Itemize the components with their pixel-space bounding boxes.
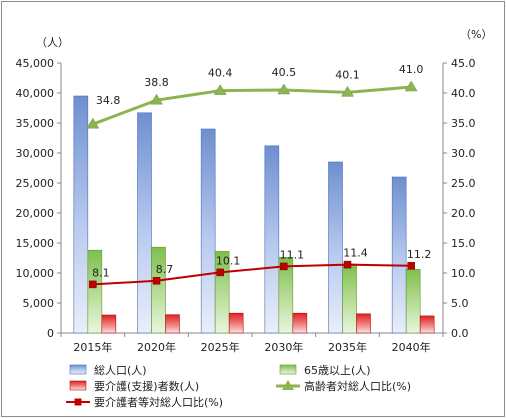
right-tick-label: 30.0: [451, 147, 476, 160]
line-marker: [86, 117, 100, 129]
bar-series-0: [137, 112, 152, 334]
line-series-0: [92, 85, 412, 126]
bar-series-2: [101, 314, 117, 334]
bar-series-2: [356, 313, 371, 334]
left-tick-label: 10,000: [16, 267, 55, 280]
data-label: 8.1: [92, 266, 110, 279]
right-tick-label: 35.0: [451, 117, 476, 130]
line-marker: [213, 84, 227, 95]
x-tick-label: 2020年: [137, 340, 176, 354]
left-tick-label: 15,000: [16, 237, 55, 250]
right-tick-label: 40.0: [451, 87, 476, 100]
data-label: 40.5: [272, 66, 297, 79]
legend-label: 要介護者等対総人口比(%): [94, 395, 223, 409]
line-marker: [152, 277, 161, 285]
legend-label: 総人口(人): [94, 363, 147, 377]
left-tick-label: 5,000: [23, 297, 55, 310]
x-tick-label: 2025年: [201, 340, 240, 354]
bar-series-2: [228, 312, 244, 334]
data-label: 11.2: [407, 248, 432, 261]
right-tick-label: 5.0: [451, 297, 469, 310]
bar-series-0: [391, 176, 407, 334]
legend-marker: [74, 398, 82, 406]
bar-series-1: [151, 246, 166, 334]
data-label: 10.1: [216, 254, 241, 267]
right-tick-label: 45.0: [451, 57, 476, 70]
left-tick-label: 0: [47, 327, 54, 340]
data-label: 41.0: [399, 63, 424, 76]
data-label: 40.4: [208, 67, 233, 80]
data-label: 40.1: [335, 68, 360, 81]
data-label: 11.4: [343, 247, 368, 260]
line-marker: [407, 262, 415, 270]
x-tick-label: 2040年: [392, 340, 431, 354]
line-marker: [341, 85, 354, 97]
x-tick-label: 2030年: [264, 340, 303, 354]
bar-series-1: [342, 263, 357, 334]
line-marker: [150, 93, 163, 105]
line-series-1: [92, 263, 412, 286]
left-tick-label: 35,000: [16, 117, 55, 130]
legend-label: 要介護(支援)者数(人): [94, 379, 199, 393]
data-label: 8.7: [156, 263, 174, 276]
bar-series-1: [87, 249, 103, 334]
legend-swatch: [69, 380, 87, 391]
line-marker: [216, 268, 224, 277]
data-label: 34.8: [96, 94, 121, 107]
left-tick-label: 25,000: [16, 177, 55, 190]
right-tick-label: 15.0: [451, 237, 476, 250]
bar-series-0: [200, 128, 216, 334]
right-tick-label: 10.0: [451, 267, 476, 280]
line-marker: [280, 262, 288, 271]
legend-label: 65歳以上(人): [304, 364, 371, 377]
x-tick-label: 2035年: [328, 340, 367, 354]
right-tick-label: 25.0: [451, 177, 476, 190]
line-marker: [89, 280, 97, 289]
legend-swatch: [279, 364, 297, 375]
legend: 総人口(人) 65歳以上(人) 要介護(支援)者数(人) 高齢者対総人口比(%) 要介護…: [66, 363, 411, 409]
bar-series-0: [328, 161, 343, 334]
bar-series-2: [292, 312, 308, 334]
left-axis-unit: （人）: [36, 36, 69, 49]
data-label: 38.8: [144, 76, 169, 89]
legend-marker: [282, 380, 294, 390]
right-tick-label: 20.0: [451, 207, 476, 220]
right-axis-unit: （%）: [460, 28, 492, 41]
line-marker: [343, 260, 352, 269]
data-label: 11.1: [280, 248, 305, 261]
legend-label: 高齢者対総人口比(%): [304, 379, 411, 393]
right-tick-label: 0.0: [451, 327, 469, 340]
line-marker: [277, 83, 291, 95]
left-tick-label: 40,000: [16, 87, 55, 100]
bar-series-0: [73, 95, 89, 334]
bar-series-2: [419, 315, 435, 334]
bar-series-2: [165, 314, 180, 334]
bar-series-1: [405, 269, 421, 334]
x-tick-label: 2015年: [73, 340, 112, 354]
left-tick-label: 20,000: [16, 207, 55, 220]
bar-series-1: [278, 257, 294, 334]
left-tick-label: 45,000: [16, 57, 55, 70]
bar-series-0: [264, 145, 280, 334]
legend-swatch: [69, 364, 87, 375]
left-tick-label: 30,000: [16, 147, 55, 160]
line-marker: [404, 80, 418, 92]
